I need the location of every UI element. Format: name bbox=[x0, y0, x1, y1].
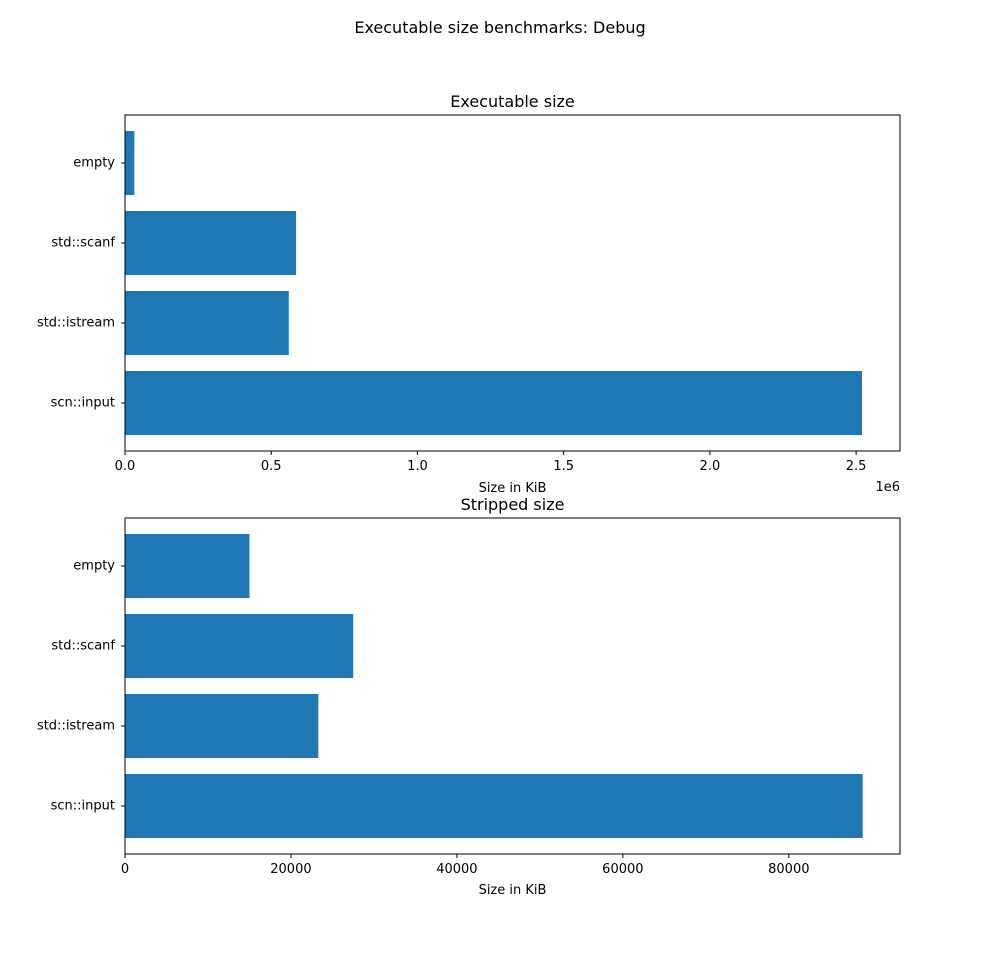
executable-size-x-tick-label: 1.0 bbox=[407, 459, 428, 474]
executable-size-y-tick-label-scn-input: scn::input bbox=[51, 396, 115, 411]
stripped-size-x-tick-label: 60000 bbox=[602, 862, 643, 877]
executable-size-x-tick-label: 1.5 bbox=[553, 459, 574, 474]
stripped-size-bar-std-scanf bbox=[125, 614, 354, 678]
executable-size-y-tick-label-std-istream: std::istream bbox=[37, 316, 115, 331]
stripped-size-bar-empty bbox=[125, 534, 250, 598]
executable-size-bar-scn-input bbox=[125, 371, 862, 435]
executable-size-axes-frame bbox=[124, 114, 901, 452]
stripped-size-x-ticks: 0 20000 40000 60000 80000 bbox=[121, 854, 809, 877]
executable-size-bar-std-scanf bbox=[125, 211, 297, 275]
executable-size-bar-std-istream bbox=[125, 291, 289, 355]
executable-size-bar-empty bbox=[125, 131, 135, 195]
stripped-size-bars bbox=[125, 534, 863, 838]
executable-size-x-tick-label: 0.0 bbox=[115, 459, 136, 474]
stripped-size-title: Stripped size bbox=[461, 495, 565, 514]
executable-size-x-axis-label: Size in KiB bbox=[479, 481, 547, 496]
executable-size-x-ticks: 0.0 0.5 1.0 1.5 2.0 2.5 bbox=[115, 451, 867, 474]
stripped-size-bar-scn-input bbox=[125, 774, 863, 838]
executable-size-y-ticks: scn::input std::istream std::scanf empty bbox=[37, 156, 125, 411]
stripped-size-y-tick-label-std-scanf: std::scanf bbox=[51, 639, 115, 654]
stripped-size-subplot: Stripped size scn::input std::istream std:… bbox=[37, 495, 901, 898]
stripped-size-y-tick-label-empty: empty bbox=[73, 559, 115, 574]
executable-size-title: Executable size bbox=[450, 92, 575, 111]
stripped-size-y-tick-label-std-istream: std::istream bbox=[37, 719, 115, 734]
executable-size-y-tick-label-std-scanf: std::scanf bbox=[51, 236, 115, 251]
executable-size-x-tick-label: 2.0 bbox=[700, 459, 721, 474]
executable-size-x-tick-label: 0.5 bbox=[261, 459, 282, 474]
stripped-size-axes-frame bbox=[124, 517, 901, 855]
executable-size-y-tick-label-empty: empty bbox=[73, 156, 115, 171]
stripped-size-y-ticks: scn::input std::istream std::scanf empty bbox=[37, 559, 125, 814]
executable-size-x-offset-label: 1e6 bbox=[875, 480, 900, 495]
stripped-size-x-tick-label: 0 bbox=[121, 862, 129, 877]
stripped-size-x-tick-label: 20000 bbox=[270, 862, 311, 877]
executable-size-subplot: Executable size scn::input std::istream st… bbox=[37, 92, 901, 496]
figure-suptitle: Executable size benchmarks: Debug bbox=[354, 18, 645, 37]
executable-size-x-tick-label: 2.5 bbox=[846, 459, 867, 474]
stripped-size-x-tick-label: 40000 bbox=[436, 862, 477, 877]
stripped-size-y-tick-label-scn-input: scn::input bbox=[51, 799, 115, 814]
stripped-size-bar-std-istream bbox=[125, 694, 319, 758]
executable-size-bars bbox=[125, 131, 862, 435]
stripped-size-x-tick-label: 80000 bbox=[768, 862, 809, 877]
stripped-size-x-axis-label: Size in KiB bbox=[479, 883, 547, 898]
